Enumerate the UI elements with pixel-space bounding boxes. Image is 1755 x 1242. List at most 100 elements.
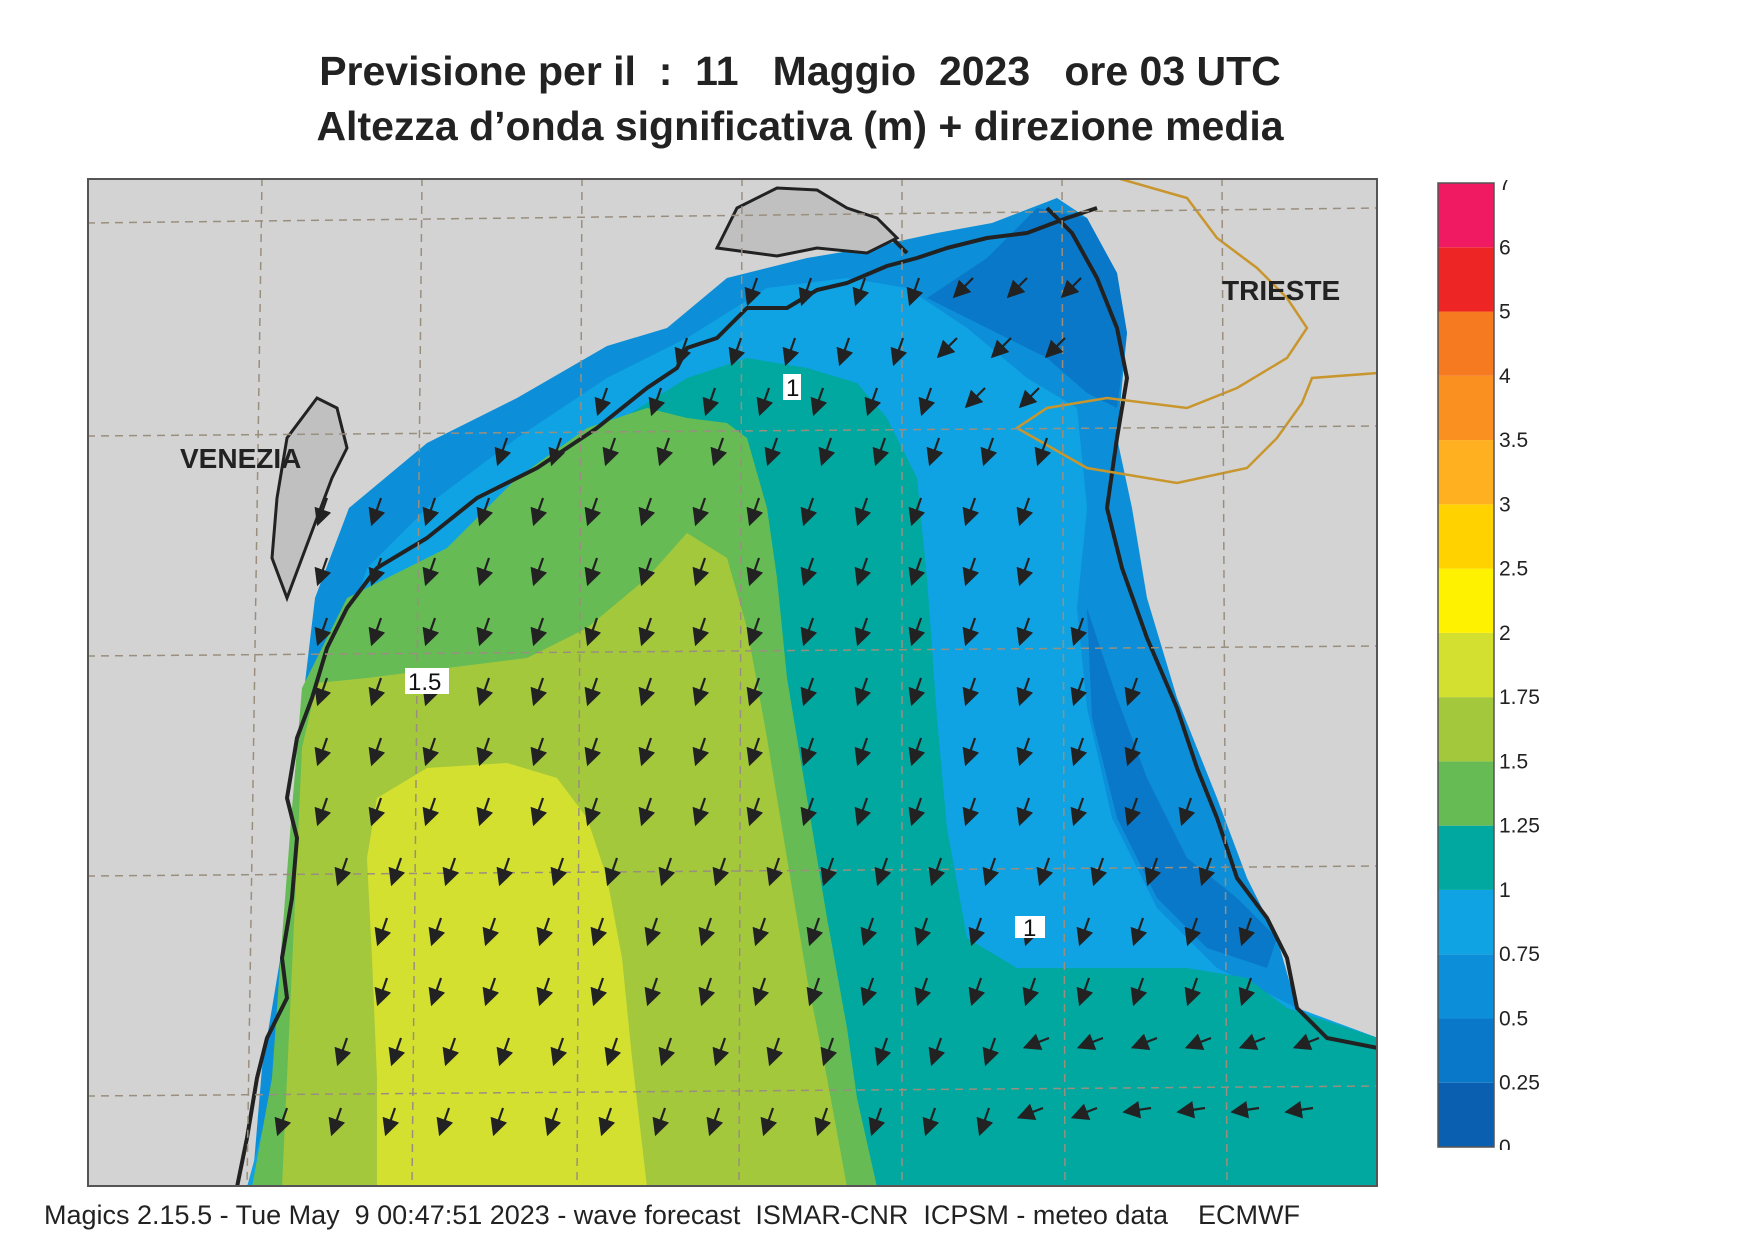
direction-arrow: [982, 1037, 1000, 1067]
direction-arrow: [926, 437, 944, 467]
direction-arrow: [644, 977, 662, 1007]
direction-arrow: [908, 797, 926, 827]
direction-arrow: [1090, 857, 1108, 887]
direction-arrow: [968, 917, 986, 947]
direction-arrow: [476, 677, 494, 707]
legend-label: 1: [1499, 879, 1511, 902]
direction-arrow: [852, 277, 870, 307]
direction-arrow: [982, 857, 1000, 887]
direction-arrow: [1238, 1033, 1266, 1051]
direction-arrow: [854, 677, 872, 707]
direction-arrow: [334, 857, 352, 887]
direction-arrow: [1130, 1033, 1158, 1051]
legend-band: [1438, 183, 1494, 248]
direction-arrow: [1292, 1033, 1320, 1051]
wave-height-map: VENEZIA TRIESTE 1.5 1 1: [87, 178, 1378, 1187]
direction-arrow: [854, 617, 872, 647]
direction-arrow: [652, 1107, 670, 1137]
direction-arrow: [590, 977, 608, 1007]
direction-arrow: [806, 917, 824, 947]
direction-arrow: [1044, 337, 1066, 359]
legend-label: 6: [1499, 236, 1511, 259]
direction-arrow: [314, 677, 332, 707]
direction-arrow: [766, 1037, 784, 1067]
direction-arrow: [638, 557, 656, 587]
direction-arrow: [854, 557, 872, 587]
direction-arrow: [544, 1107, 562, 1137]
direction-arrow: [908, 557, 926, 587]
contour-label-box: [405, 668, 449, 694]
direction-arrow: [692, 497, 710, 527]
direction-arrow: [962, 737, 980, 767]
direction-arrow: [752, 917, 770, 947]
direction-arrow: [1022, 977, 1040, 1007]
direction-arrow: [962, 797, 980, 827]
direction-arrow: [1070, 1103, 1098, 1121]
place-label-venezia: VENEZIA: [180, 443, 301, 474]
direction-arrow: [1016, 557, 1034, 587]
direction-arrow: [1124, 797, 1142, 827]
direction-arrow: [854, 737, 872, 767]
direction-arrow: [334, 1037, 352, 1067]
direction-arrow: [648, 387, 666, 417]
legend-frame: [1437, 182, 1495, 1148]
contour-label-1-north: 1: [786, 375, 799, 402]
national-border: [1014, 178, 1378, 485]
direction-arrow: [1178, 797, 1196, 827]
direction-arrow: [908, 737, 926, 767]
direction-arrow: [936, 337, 958, 359]
direction-arrow: [1124, 737, 1142, 767]
direction-arrow: [658, 1037, 676, 1067]
direction-arrow: [314, 617, 332, 647]
direction-arrow: [604, 857, 622, 887]
direction-arrow: [314, 557, 332, 587]
direction-arrow: [928, 1037, 946, 1067]
legend-band: [1438, 632, 1494, 698]
direction-arrow: [604, 1037, 622, 1067]
direction-arrow: [1130, 977, 1148, 1007]
direction-arrow: [798, 277, 816, 307]
direction-arrow: [746, 497, 764, 527]
direction-arrow: [860, 917, 878, 947]
direction-arrow: [368, 497, 386, 527]
direction-arrow: [1198, 857, 1216, 887]
direction-arrow: [496, 1037, 514, 1067]
direction-arrow: [746, 677, 764, 707]
direction-arrow: [368, 557, 386, 587]
contour-label-1.5: 1.5: [408, 669, 441, 696]
direction-arrow: [550, 1037, 568, 1067]
legend-band: [1438, 889, 1494, 955]
direction-arrow: [476, 497, 494, 527]
legend-label: 4: [1499, 365, 1511, 388]
direction-arrow: [550, 857, 568, 887]
direction-arrow: [810, 387, 828, 417]
legend-color-bands: [1438, 183, 1494, 1147]
direction-arrow: [706, 1107, 724, 1137]
map-subtitle: Altezza d’onda significativa (m) + direz…: [316, 103, 1284, 149]
direction-arrow: [692, 797, 710, 827]
direction-arrow: [746, 737, 764, 767]
legend-label: 2.5: [1499, 558, 1528, 581]
direction-arrow: [422, 497, 440, 527]
direction-arrow: [874, 1037, 892, 1067]
legend-band: [1438, 1082, 1494, 1147]
direction-arrow: [746, 617, 764, 647]
legend-band: [1438, 568, 1494, 633]
direction-arrow: [952, 277, 974, 299]
direction-arrow: [976, 1107, 994, 1137]
direction-arrow: [928, 857, 946, 887]
direction-arrow: [964, 387, 986, 409]
land-north: [714, 186, 900, 258]
direction-arrow: [422, 617, 440, 647]
direction-arrow: [482, 977, 500, 1007]
direction-arrow: [854, 797, 872, 827]
direction-arrow: [638, 737, 656, 767]
direction-arrow: [760, 1107, 778, 1137]
direction-arrow: [698, 977, 716, 1007]
direction-arrow: [806, 977, 824, 1007]
direction-arrow: [382, 1107, 400, 1137]
direction-arrow: [890, 337, 908, 367]
direction-arrow: [820, 857, 838, 887]
legend-label: 7: [1499, 180, 1511, 195]
direction-arrow: [908, 497, 926, 527]
